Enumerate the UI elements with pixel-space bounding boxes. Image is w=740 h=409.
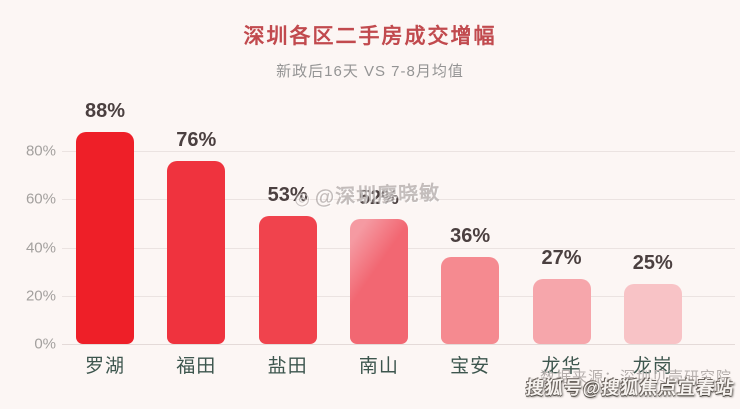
data-source-text: 数据来源：深圳贝壳研究院 <box>539 369 732 386</box>
bar-宝安 <box>441 257 500 344</box>
x-axis-category-label: 龙华 <box>541 356 582 377</box>
bar-value-label: 53% <box>267 184 308 206</box>
y-axis-tick-label: 80% <box>25 142 56 160</box>
bar-value-label: 27% <box>541 247 582 269</box>
y-axis-tick-label: 0% <box>34 335 56 353</box>
bar-盐田 <box>258 216 317 344</box>
x-axis-category-label: 龙岗 <box>632 356 673 377</box>
bar-罗湖 <box>76 132 134 344</box>
x-axis-category-label: 盐田 <box>267 356 308 377</box>
x-axis-category-label: 福田 <box>176 356 217 377</box>
x-axis-category-label: 罗湖 <box>84 356 125 377</box>
bar-value-label: 25% <box>632 252 673 274</box>
bar-value-label: 36% <box>450 225 491 247</box>
y-axis-tick-label: 60% <box>25 190 56 208</box>
gridline-0% <box>62 344 735 345</box>
y-axis-tick-label: 40% <box>25 239 56 257</box>
chart-title: 深圳各区二手房成交增幅 <box>243 25 497 48</box>
y-axis-tick-label: 20% <box>25 287 56 305</box>
bar-龙华 <box>532 279 591 344</box>
author-watermark-text: @深圳廖晓敏 <box>314 182 441 209</box>
sohu-watermark: 搜狐号@搜狐焦点宜春站 <box>525 378 736 398</box>
author-watermark: ◎ @深圳廖晓敏 <box>294 176 441 210</box>
gridline-80% <box>62 151 735 153</box>
chart-subtitle: 新政后16天 VS 7-8月均值 <box>276 63 464 80</box>
bar-value-label: 52% <box>358 187 399 209</box>
x-axis-category-label: 宝安 <box>450 356 491 377</box>
x-axis-category-label: 南山 <box>358 356 399 377</box>
bar-龙岗 <box>623 284 682 344</box>
bar-value-label: 76% <box>176 129 217 151</box>
bar-value-label: 88% <box>84 100 126 122</box>
bar-南山 <box>349 219 408 344</box>
gridline-60% <box>62 199 735 201</box>
camera-icon: ◎ <box>293 187 312 209</box>
bar-福田 <box>167 161 226 344</box>
